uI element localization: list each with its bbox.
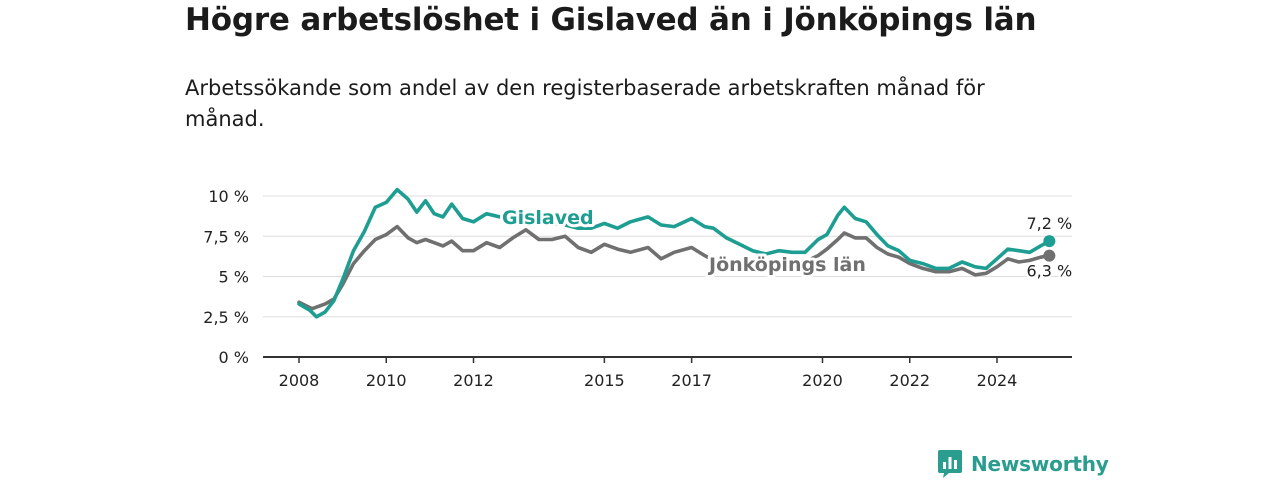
chart-subtitle: Arbetssökande som andel av den registerb… <box>185 76 985 131</box>
y-tick-label: 7,5 % <box>203 227 249 246</box>
series-layer <box>297 187 1056 319</box>
y-tick-label: 10 % <box>208 187 249 206</box>
x-tick-label: 2022 <box>889 371 930 390</box>
chart-title: Högre arbetslöshet i Gislaved än i Jönkö… <box>185 2 1037 38</box>
bar-chart-icon <box>938 450 962 478</box>
x-tick-label: 2020 <box>802 371 843 390</box>
newsworthy-logo: Newsworthy <box>937 448 1109 480</box>
x-tick-label: 2024 <box>977 371 1018 390</box>
tick-layer: 0 % 2,5 % 5 % 7,5 % 10 % 2008 2010 2012 2015 2017… <box>203 187 1072 390</box>
x-tick-label: 2017 <box>671 371 712 390</box>
y-tick-label: 2,5 % <box>203 308 249 327</box>
series-label-gislaved: Gislaved <box>502 207 594 229</box>
series-line-jonkoping <box>297 224 1052 311</box>
end-point-jonkoping <box>1043 249 1056 262</box>
end-point-gislaved <box>1043 235 1056 248</box>
y-tick-label: 5 % <box>219 268 249 287</box>
end-value-gislaved: 7,2 % <box>1026 214 1072 233</box>
end-value-jonkoping: 6,3 % <box>1026 262 1072 281</box>
brand-name: Newsworthy <box>971 452 1109 476</box>
x-tick-label: 2008 <box>279 371 320 390</box>
x-tick-label: 2010 <box>366 371 407 390</box>
y-tick-label: 0 % <box>219 348 249 367</box>
series-label-jonkoping: Jönköpings län <box>707 254 866 276</box>
x-tick-label: 2015 <box>584 371 625 390</box>
grid-layer <box>263 195 1072 318</box>
series-line-gislaved <box>297 187 1052 319</box>
x-tick-label: 2012 <box>453 371 494 390</box>
label-layer: Gislaved Jönköpings län 7,2 % 6,3 % <box>499 204 1074 283</box>
